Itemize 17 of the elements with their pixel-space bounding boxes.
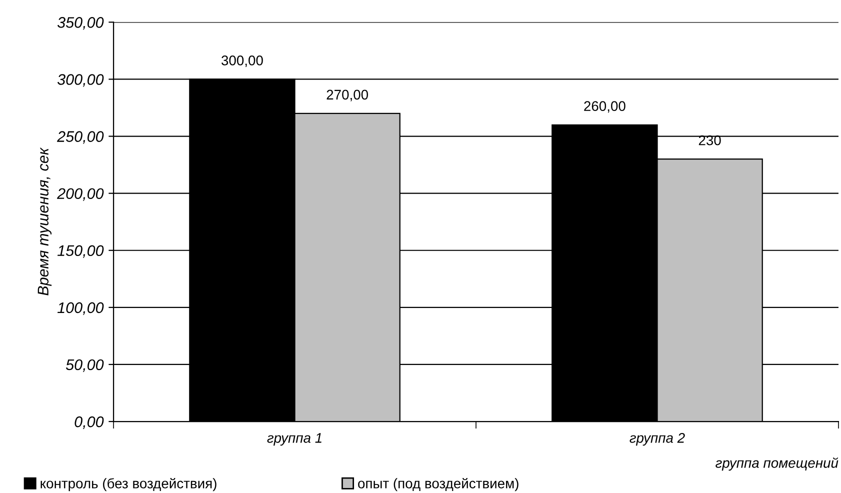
y-tick-label: 100,00 [57,302,104,315]
x-tick-label: группа 2 [630,432,685,446]
y-tick-label: 150,00 [57,245,104,258]
legend-label: опыт (под воздействием) [358,478,518,492]
x-axis-title: группа помещений [716,457,838,471]
data-label: 260,00 [584,101,626,113]
y-tick-label: 350,00 [57,17,104,30]
data-label: 270,00 [326,90,368,102]
y-tick-label: 0,00 [74,416,104,430]
legend-label: контроль (без воздействия) [40,478,216,492]
data-label: 300,00 [222,56,263,68]
y-tick-label: 200,00 [57,188,104,201]
y-tick-label: 250,00 [57,131,104,144]
y-tick-label: 50,00 [66,359,104,372]
x-tick-label: группа 1 [267,433,322,446]
y-tick-label: 300,00 [57,74,104,87]
y-axis-title: Время тушения, сек [38,147,52,296]
